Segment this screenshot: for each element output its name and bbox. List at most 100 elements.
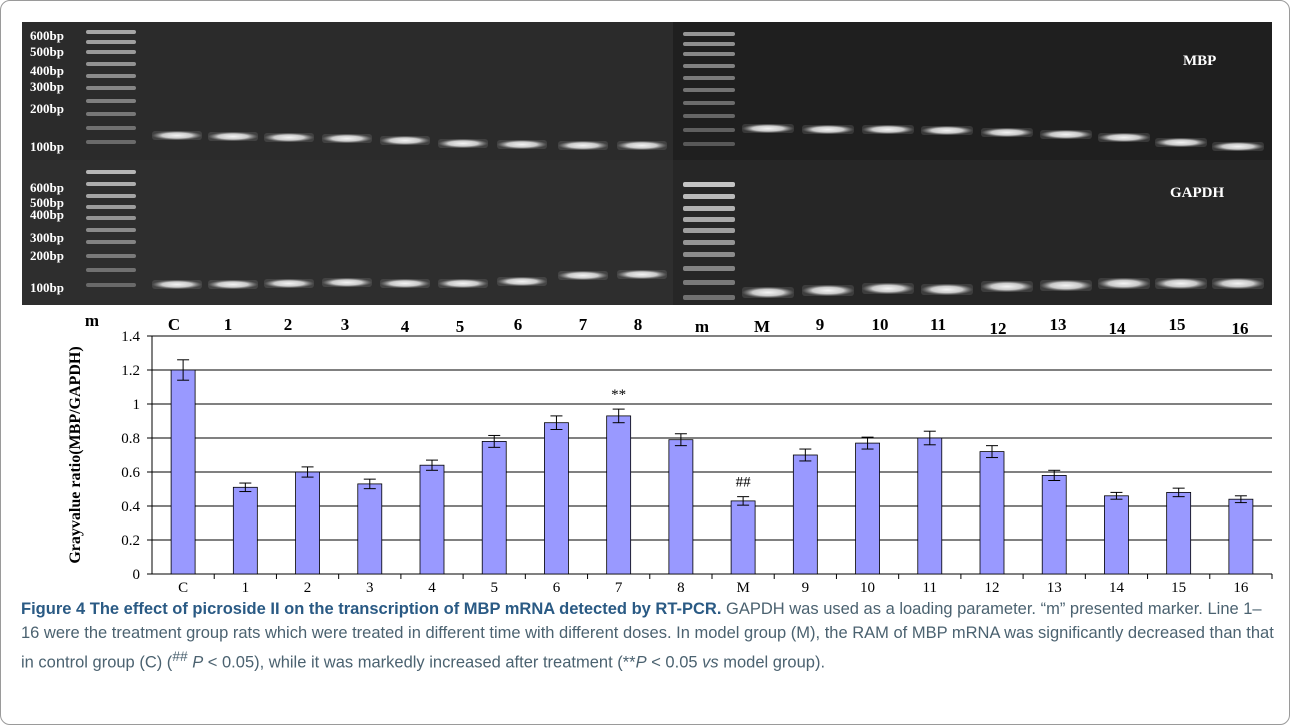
lane-label: 12 [990,319,1007,338]
mbp-band [981,128,1033,137]
mbp-band [617,141,667,150]
bar [855,442,880,575]
bar [544,422,569,575]
mbp-band [742,124,794,133]
marker-band [86,86,136,90]
marker-band [86,228,136,232]
marker-band [683,32,735,36]
bar [1166,491,1192,575]
lane-label: 3 [341,315,350,334]
bar [792,454,818,575]
mbp-band [862,125,914,134]
bar [1104,495,1129,575]
x-tick-label: M [736,580,749,596]
mbp-band [1040,130,1092,139]
marker-band [683,217,735,222]
marker-band [86,50,136,54]
marker-size-label: 400bp [30,63,64,78]
marker-size-label: 200bp [30,248,64,263]
y-tick-label: 1.4 [121,329,140,345]
marker-size-label: 500bp [30,195,64,210]
gapdh-band [981,281,1033,292]
mbp-band [438,139,488,148]
marker-band [683,206,735,211]
bar [730,500,756,575]
marker-size-label: 200bp [30,101,64,116]
marker-band [683,240,735,245]
gapdh-band [802,285,854,296]
significance-marker: ## [736,475,752,491]
marker-band [86,194,136,198]
gapdh-band [208,280,258,289]
lane-label: 8 [634,315,643,334]
x-tick-label: 10 [860,580,875,596]
lane-label: 14 [1109,319,1127,338]
y-tick-label: 0.4 [121,499,140,515]
gapdh-band [558,271,608,280]
marker-size-label: 100bp [30,139,64,154]
lane-label: 1 [224,315,233,334]
bar-chart: m C 1 2 3 4 5 6 7 8 m M 9 10 11 12 13 14 15 1600.20.40.60.8… [67,311,1273,596]
marker-band [86,140,136,144]
bar [170,369,196,575]
marker-band [683,280,735,285]
bar [295,471,320,575]
caption-text-1: GAPDH was used as a loading parameter. “… [21,600,1274,672]
marker-band [683,88,735,92]
lane-label: 16 [1232,319,1249,338]
x-tick-label: 5 [490,580,498,596]
caption-text-4: model group). [718,653,826,672]
marker-band [683,42,735,46]
marker-band [86,216,136,220]
gapdh-band [438,279,488,288]
x-tick-label: 9 [802,580,810,596]
gapdh-band [862,283,914,294]
y-tick-label: 0.6 [121,465,140,481]
marker-size-label: 100bp [30,280,64,295]
marker-band [683,266,735,271]
marker-band [683,64,735,68]
marker-band [683,101,735,105]
marker-band [86,205,136,209]
x-tick-label: 13 [1047,580,1062,596]
gapdh-band [617,270,667,279]
bar [917,437,943,575]
mbp-band [208,132,258,141]
figure-caption: Figure 4 The effect of picroside II on t… [21,597,1276,675]
marker-size-label: 300bp [30,230,64,245]
marker-band [683,76,735,80]
marker-band [683,295,735,300]
bar [419,464,445,575]
marker-band [86,182,136,186]
marker-band [86,30,136,34]
marker-band [86,268,136,272]
marker-band [683,182,735,187]
x-tick-label: 2 [304,580,312,596]
marker-band [683,194,735,199]
mbp-band [921,126,973,135]
mbp-band [1155,138,1207,147]
marker-band [86,99,136,103]
gapdh-band [742,287,794,298]
mbp-band [322,134,372,143]
caption-p-2: P [635,653,647,672]
lane-label: 6 [514,315,523,334]
lane-label: 4 [401,317,410,336]
gapdh-band [1155,278,1207,289]
y-tick-label: 0.2 [121,533,140,549]
y-axis-label: Grayvalue ratio(MBP/GAPDH) [67,346,84,563]
y-tick-label: 0 [133,567,141,583]
marker-band [86,170,136,174]
bar [481,440,507,575]
lane-label: C [168,315,180,334]
mbp-band [152,131,202,140]
marker-band [86,40,136,44]
gapdh-band [322,278,372,287]
mbp-panel-title: MBP [1183,53,1216,69]
lane-label: 2 [284,315,293,334]
bar [1041,474,1067,575]
marker-band [86,112,136,116]
marker-band [683,114,735,118]
gapdh-band [1040,280,1092,291]
lane-label: 13 [1050,315,1067,334]
